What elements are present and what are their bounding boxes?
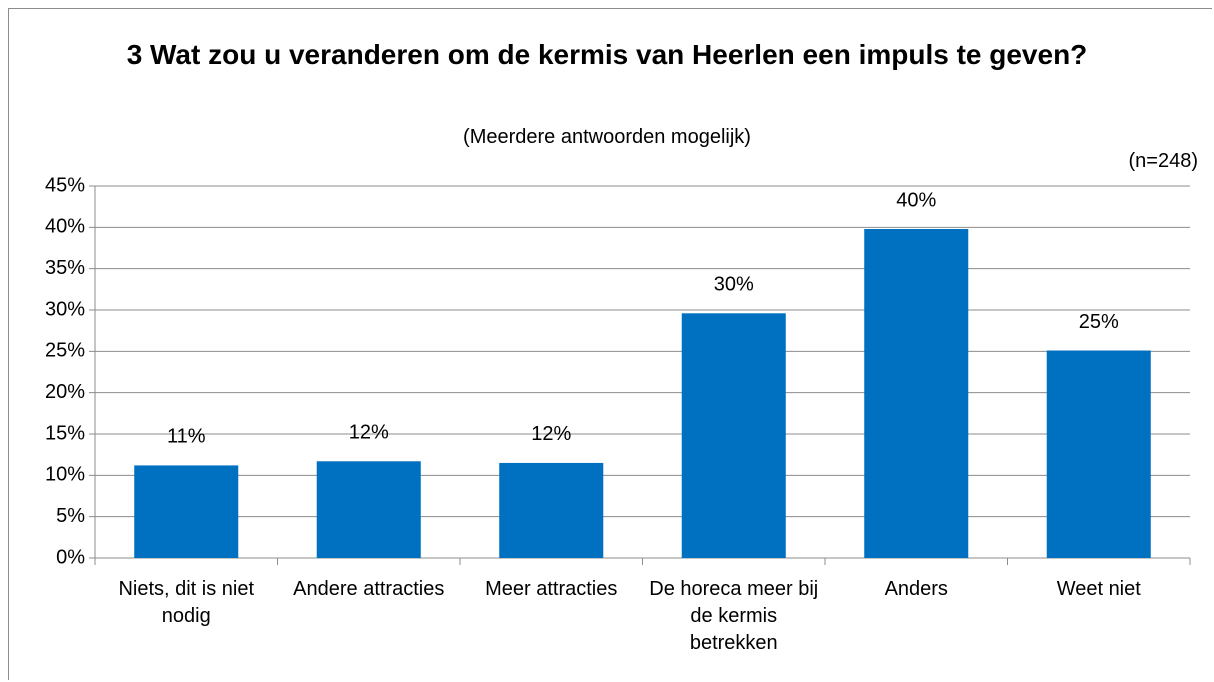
bar (499, 462, 604, 558)
bar (864, 228, 969, 558)
bar (681, 313, 786, 558)
x-tick-label: Weet niet (1056, 578, 1141, 600)
chart-frame (8, 8, 1212, 680)
bar (1046, 350, 1151, 558)
chart-subtitle: (Meerdere antwoorden mogelijk) (463, 126, 751, 148)
y-tick-label: 0% (56, 546, 85, 568)
x-tick-label: Anders (884, 578, 948, 600)
data-label: 12% (531, 423, 571, 445)
chart-title: 3 Wat zou u veranderen om de kermis van … (126, 39, 1088, 70)
data-label: 12% (349, 422, 389, 444)
x-tick-label: Andere attracties (293, 578, 445, 600)
y-tick-label: 10% (45, 464, 85, 486)
y-tick-label: 45% (45, 174, 85, 196)
y-tick-label: 20% (45, 381, 85, 403)
x-tick-label: De horeca meer bij de kermis betrekken (649, 578, 819, 654)
y-tick-label: 40% (45, 216, 85, 238)
y-tick-label: 15% (45, 422, 85, 444)
x-tick-label: Niets, dit is niet nodig (118, 578, 255, 627)
data-label: 40% (896, 189, 936, 211)
sample-size-note: (n=248) (1128, 150, 1199, 172)
y-tick-label: 5% (56, 505, 85, 527)
bar (134, 465, 239, 558)
data-label: 25% (1079, 311, 1119, 333)
bar (316, 461, 421, 558)
data-label: 30% (714, 274, 754, 296)
data-label: 11% (167, 426, 206, 448)
y-tick-label: 25% (45, 340, 85, 362)
x-tick-label: Meer attracties (485, 578, 618, 600)
y-tick-label: 35% (45, 257, 85, 279)
y-tick-label: 30% (45, 298, 85, 320)
